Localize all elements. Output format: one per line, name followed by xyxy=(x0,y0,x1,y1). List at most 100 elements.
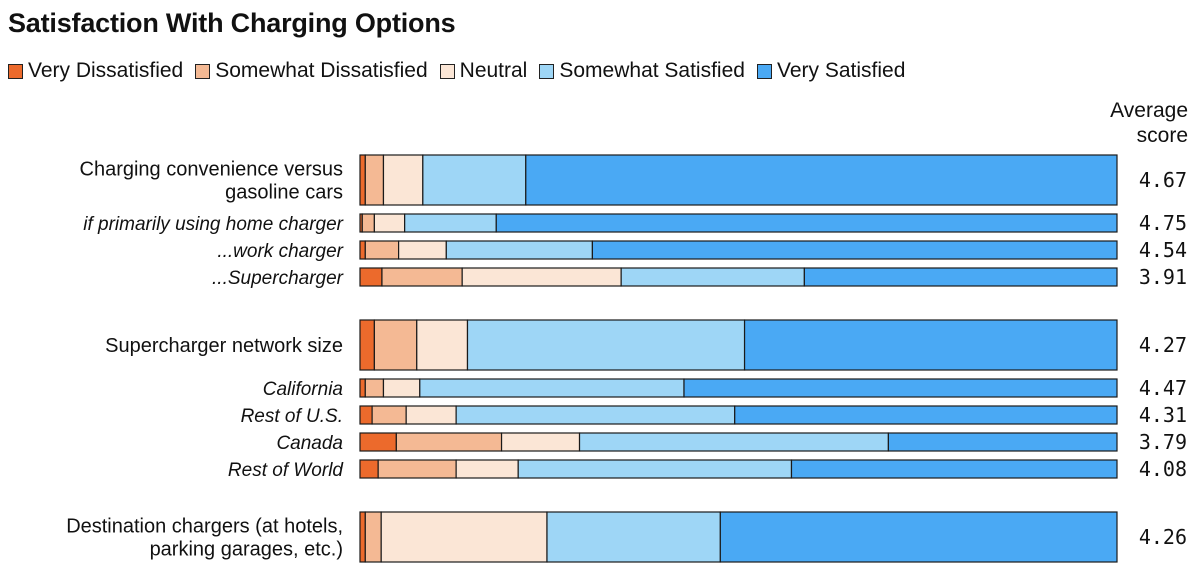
row-label: Rest of U.S. xyxy=(241,406,343,427)
bar-row-california xyxy=(359,378,1118,398)
legend-label-neutral: Neutral xyxy=(459,59,528,82)
legend-item-somewhat-dissatisfied: Somewhat Dissatisfied xyxy=(195,59,428,83)
bar-segment-very-dissatisfied xyxy=(359,432,397,452)
bar-segment-very-satisfied xyxy=(591,240,1118,260)
bar-segment-very-dissatisfied xyxy=(359,405,373,425)
legend-item-very-dissatisfied: Very Dissatisfied xyxy=(8,59,183,83)
bar-segment-very-satisfied xyxy=(495,213,1118,233)
score-label: 3.79 xyxy=(1139,430,1187,454)
legend-label-very-satisfied: Very Satisfied xyxy=(776,59,906,82)
row-label: Destination chargers (at hotels, parking … xyxy=(66,516,343,561)
bar-segment-neutral xyxy=(380,511,548,563)
score-label: 4.75 xyxy=(1139,211,1187,235)
bar-segment-somewhat-satisfied xyxy=(455,405,736,425)
legend-label-somewhat-satisfied: Somewhat Satisfied xyxy=(559,59,745,82)
bar-row-destination-chargers-at-hotels-parking-garages-etc xyxy=(359,511,1118,563)
bar-row-supercharger xyxy=(359,267,1118,287)
bar-segment-somewhat-satisfied xyxy=(419,378,685,398)
average-score-header-line2: score xyxy=(1136,124,1188,147)
bar-row-canada xyxy=(359,432,1118,452)
bar-segment-neutral xyxy=(398,240,447,260)
row-label: Supercharger network size xyxy=(105,335,343,357)
score-label: 4.47 xyxy=(1139,376,1187,400)
bar-segment-somewhat-dissatisfied xyxy=(373,319,418,371)
score-label: 4.27 xyxy=(1139,333,1187,357)
average-score-header-line1: Average xyxy=(1110,99,1188,122)
legend: Very Dissatisfied Somewhat Dissatisfied … xyxy=(8,57,917,85)
bar-segment-somewhat-satisfied xyxy=(620,267,805,287)
legend-label-very-dissatisfied: Very Dissatisfied xyxy=(28,59,184,82)
legend-swatch-neutral xyxy=(439,63,455,79)
bar-segment-very-satisfied xyxy=(734,405,1118,425)
bar-segment-neutral xyxy=(382,378,421,398)
bar-row-supercharger-network-size xyxy=(359,319,1118,371)
bar-segment-somewhat-dissatisfied xyxy=(364,240,400,260)
legend-label-somewhat-dissatisfied: Somewhat Dissatisfied xyxy=(215,59,428,82)
score-label: 4.26 xyxy=(1139,525,1187,549)
bar-segment-very-satisfied xyxy=(525,154,1118,206)
score-label: 4.31 xyxy=(1139,403,1187,427)
row-label: Charging convenience versus gasoline cars xyxy=(80,159,344,204)
bar-segment-neutral xyxy=(405,405,457,425)
chart-title: Satisfaction With Charging Options xyxy=(8,8,456,38)
legend-swatch-very-dissatisfied xyxy=(8,63,23,79)
bar-segment-somewhat-satisfied xyxy=(517,459,793,479)
bar-segment-somewhat-dissatisfied xyxy=(395,432,503,452)
row-label: California xyxy=(263,379,343,400)
bar-segment-very-dissatisfied xyxy=(359,378,366,398)
bar-segment-very-satisfied xyxy=(719,511,1118,563)
bar-segment-somewhat-satisfied xyxy=(445,240,593,260)
bar-segment-very-dissatisfied xyxy=(359,459,379,479)
bar-segment-neutral xyxy=(382,154,424,206)
bar-segment-very-dissatisfied xyxy=(359,154,366,206)
bar-row-if-primarily-using-home-charger xyxy=(359,213,1118,233)
row-label: ...Supercharger xyxy=(212,268,344,289)
bar-segment-somewhat-dissatisfied xyxy=(364,154,385,206)
bar-segment-very-dissatisfied xyxy=(359,319,375,371)
legend-swatch-somewhat-dissatisfied xyxy=(195,63,211,79)
bar-segment-neutral xyxy=(455,459,519,479)
bar-segment-somewhat-satisfied xyxy=(404,213,497,233)
bar-segment-very-satisfied xyxy=(683,378,1118,398)
bar-segment-very-dissatisfied xyxy=(359,240,366,260)
legend-swatch-somewhat-satisfied xyxy=(539,63,555,79)
bar-segment-somewhat-satisfied xyxy=(422,154,527,206)
row-label: if primarily using home charger xyxy=(83,214,343,235)
score-label: 4.08 xyxy=(1139,457,1187,481)
legend-swatch-very-satisfied xyxy=(756,63,772,79)
average-score-header: Average score xyxy=(1078,98,1188,148)
legend-item-neutral: Neutral xyxy=(439,59,528,83)
bar-segment-somewhat-dissatisfied xyxy=(377,459,457,479)
bar-segment-neutral xyxy=(461,267,622,287)
bar-segment-somewhat-satisfied xyxy=(578,432,889,452)
row-label: Rest of World xyxy=(228,460,345,481)
score-label: 4.54 xyxy=(1139,238,1187,262)
bar-segment-very-dissatisfied xyxy=(359,511,366,563)
bar-segment-very-satisfied xyxy=(790,459,1118,479)
score-label: 4.67 xyxy=(1139,168,1187,192)
bar-segment-neutral xyxy=(500,432,581,452)
bar-segment-somewhat-dissatisfied xyxy=(364,378,385,398)
bar-row-rest-of-world xyxy=(359,459,1118,479)
bar-row-rest-of-u-s xyxy=(359,405,1118,425)
bar-segment-very-satisfied xyxy=(803,267,1118,287)
legend-item-somewhat-satisfied: Somewhat Satisfied xyxy=(539,59,745,83)
bar-segment-somewhat-dissatisfied xyxy=(381,267,463,287)
bar-segment-very-dissatisfied xyxy=(359,267,383,287)
bar-row-work-charger xyxy=(359,240,1118,260)
legend-item-very-satisfied: Very Satisfied xyxy=(756,59,906,83)
bar-row-charging-convenience-versus-gasoline-cars xyxy=(359,154,1118,206)
bar-segment-very-satisfied xyxy=(887,432,1118,452)
bar-segment-somewhat-dissatisfied xyxy=(371,405,407,425)
bar-segment-somewhat-satisfied xyxy=(466,319,746,371)
bar-segment-neutral xyxy=(373,213,406,233)
bar-segment-neutral xyxy=(416,319,469,371)
bar-segment-somewhat-dissatisfied xyxy=(361,213,375,233)
row-label: Canada xyxy=(276,433,343,454)
bar-segment-very-satisfied xyxy=(743,319,1118,371)
bar-segment-somewhat-satisfied xyxy=(546,511,721,563)
bar-segment-somewhat-dissatisfied xyxy=(364,511,382,563)
row-label: ...work charger xyxy=(217,241,343,262)
score-label: 3.91 xyxy=(1139,265,1187,289)
